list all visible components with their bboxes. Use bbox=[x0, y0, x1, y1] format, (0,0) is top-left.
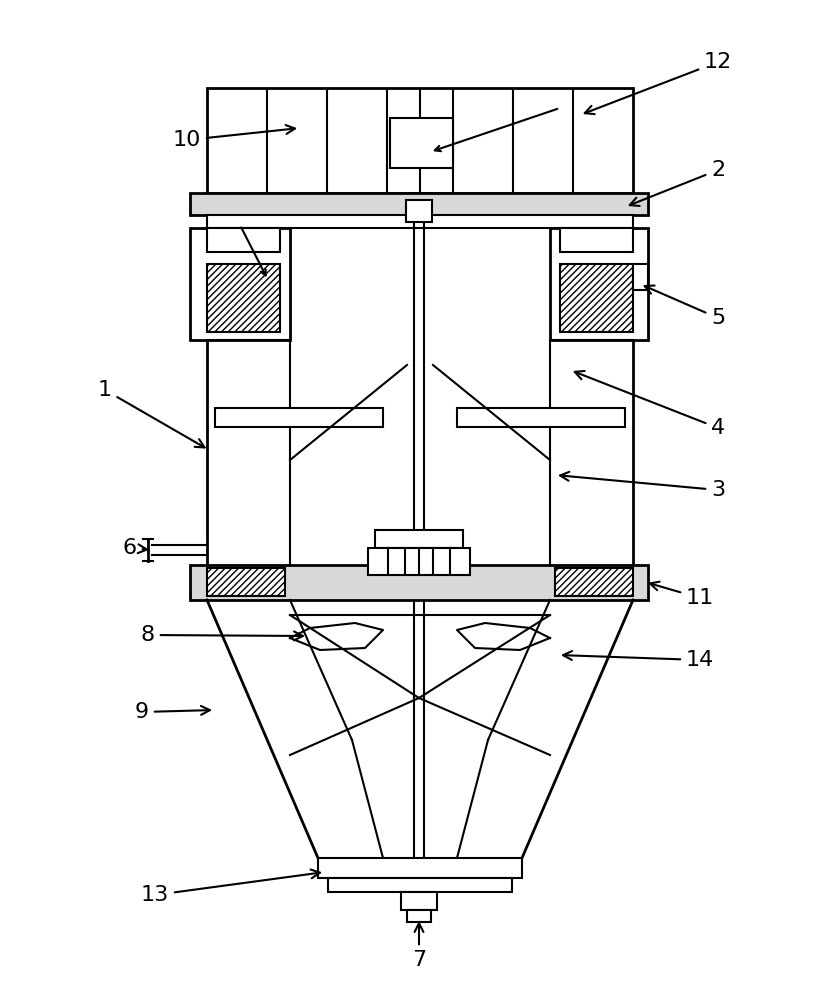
Text: 1: 1 bbox=[98, 380, 205, 447]
Bar bbox=[207, 264, 280, 332]
Bar bbox=[207, 568, 285, 596]
Bar bbox=[207, 228, 280, 252]
Bar bbox=[560, 264, 633, 332]
Text: 4: 4 bbox=[575, 371, 725, 438]
Bar bbox=[407, 910, 431, 922]
Bar bbox=[328, 878, 512, 892]
Text: 14: 14 bbox=[563, 650, 714, 670]
Text: 6: 6 bbox=[123, 538, 147, 558]
Bar bbox=[633, 264, 648, 290]
Bar bbox=[207, 88, 633, 193]
Bar bbox=[390, 118, 453, 168]
Text: 3: 3 bbox=[560, 472, 725, 500]
Bar bbox=[190, 228, 290, 340]
Bar bbox=[560, 228, 633, 252]
Bar bbox=[401, 892, 437, 910]
Bar bbox=[550, 228, 648, 340]
Text: 13: 13 bbox=[141, 869, 320, 905]
Text: 10: 10 bbox=[173, 125, 295, 150]
Text: 11: 11 bbox=[650, 582, 714, 608]
Bar bbox=[555, 568, 633, 596]
Bar bbox=[457, 408, 625, 427]
Bar bbox=[318, 858, 522, 878]
Text: 8: 8 bbox=[141, 625, 303, 645]
Text: 5: 5 bbox=[644, 286, 725, 328]
Bar bbox=[368, 548, 470, 575]
Bar bbox=[207, 215, 633, 228]
Text: 9: 9 bbox=[135, 702, 210, 722]
Text: 7: 7 bbox=[412, 923, 426, 970]
Bar bbox=[406, 200, 432, 222]
Bar bbox=[215, 408, 383, 427]
Bar bbox=[190, 193, 648, 215]
Text: 12: 12 bbox=[585, 52, 732, 114]
Bar bbox=[190, 565, 648, 600]
Bar bbox=[375, 530, 463, 548]
Text: 2: 2 bbox=[630, 160, 725, 206]
